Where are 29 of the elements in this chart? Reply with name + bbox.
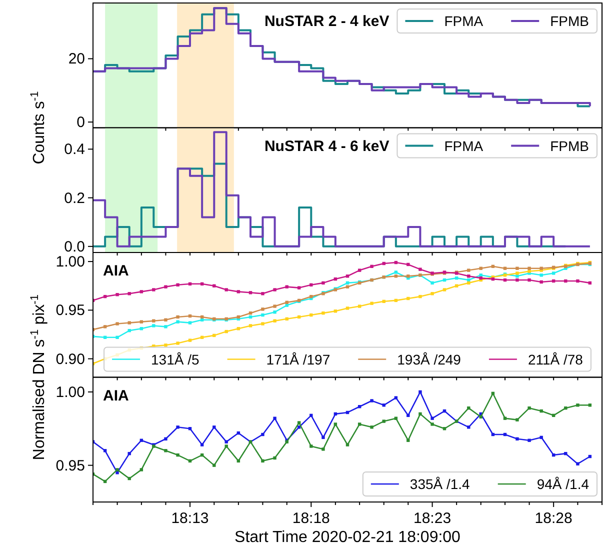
y-tick-label: 0.95 bbox=[56, 457, 85, 474]
text: AIA bbox=[103, 387, 129, 404]
legend-label: FPMA bbox=[444, 13, 484, 29]
legend-label: 131Å /5 bbox=[151, 351, 200, 368]
legend-label: FPMB bbox=[550, 138, 589, 154]
legend-label: FPMA bbox=[444, 138, 484, 154]
y-tick-label: 20 bbox=[68, 50, 85, 68]
x-tick-label: 18:23 bbox=[414, 510, 452, 527]
legend-label: FPMB bbox=[550, 13, 589, 29]
y-tick-label: 1.00 bbox=[56, 384, 85, 401]
y-tick-label: 0.95 bbox=[56, 302, 85, 320]
y-tick-label: 0.90 bbox=[56, 350, 85, 368]
x-tick-label: 18:18 bbox=[292, 510, 330, 527]
text: AIA bbox=[103, 262, 129, 280]
y-tick-label: 0.4 bbox=[64, 141, 85, 158]
y-tick-label: 1.00 bbox=[56, 254, 85, 271]
legend-label: 193Å /249 bbox=[397, 351, 462, 368]
legend-label: 171Å /197 bbox=[266, 351, 330, 368]
y-tick-label: 0.2 bbox=[64, 190, 85, 207]
x-tick-label: 18:28 bbox=[534, 510, 572, 527]
text: NuSTAR 2 - 4 keV bbox=[264, 13, 390, 30]
x-axis-title: Start Time 2020-02-21 18:09:00 bbox=[234, 529, 461, 546]
legend-label: 335Å /1.4 bbox=[410, 476, 470, 492]
text: NuSTAR 4 - 6 keV bbox=[264, 138, 390, 155]
legend-label: 94Å /1.4 bbox=[536, 476, 590, 492]
legend-label: 211Å /78 bbox=[528, 351, 584, 368]
x-tick-label: 18:13 bbox=[171, 510, 209, 527]
y-tick-label: 0.0 bbox=[64, 238, 85, 256]
y-tick-label: 0 bbox=[76, 114, 85, 132]
